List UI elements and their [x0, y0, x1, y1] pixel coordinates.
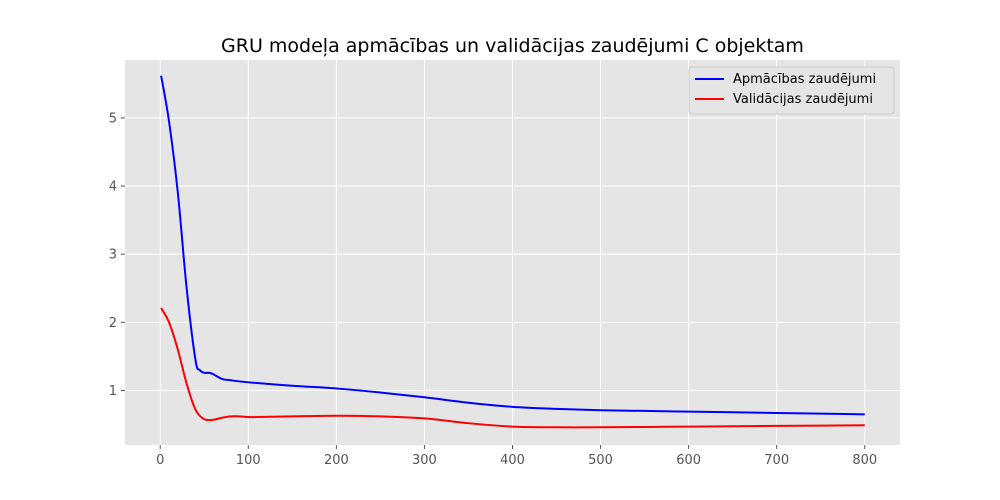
grid-lines [125, 60, 900, 445]
series-lines [160, 75, 865, 429]
y-tick-label: 2 [109, 316, 117, 331]
x-tick-label: 200 [324, 453, 349, 468]
x-tick-label: 300 [412, 453, 437, 468]
x-tick-label: 800 [852, 453, 877, 468]
series-line-training [160, 75, 865, 416]
legend-label-validation: Validācijas zaudējumi [733, 92, 873, 107]
x-tick-label: 100 [236, 453, 261, 468]
x-tick-label: 500 [588, 453, 613, 468]
legend-label-training: Apmācības zaudējumi [733, 72, 876, 87]
y-tick-label: 1 [109, 384, 117, 399]
legend-box [688, 66, 895, 115]
x-tick-label: 600 [676, 453, 701, 468]
legend: Apmācības zaudējumi Validācijas zaudējum… [688, 66, 895, 115]
y-tick-label: 5 [109, 111, 117, 126]
x-tick-label: 0 [156, 453, 164, 468]
axis-ticks: 0 100 200 300 400 500 600 700 800 1 2 3 4 5 [109, 111, 877, 468]
x-tick-label: 700 [764, 453, 789, 468]
series-line-validation [160, 307, 865, 429]
y-tick-label: 4 [109, 180, 117, 195]
y-tick-label: 3 [109, 248, 117, 263]
x-tick-label: 400 [500, 453, 525, 468]
chart-title: GRU modeļa apmācības un validācijas zaud… [221, 35, 804, 57]
